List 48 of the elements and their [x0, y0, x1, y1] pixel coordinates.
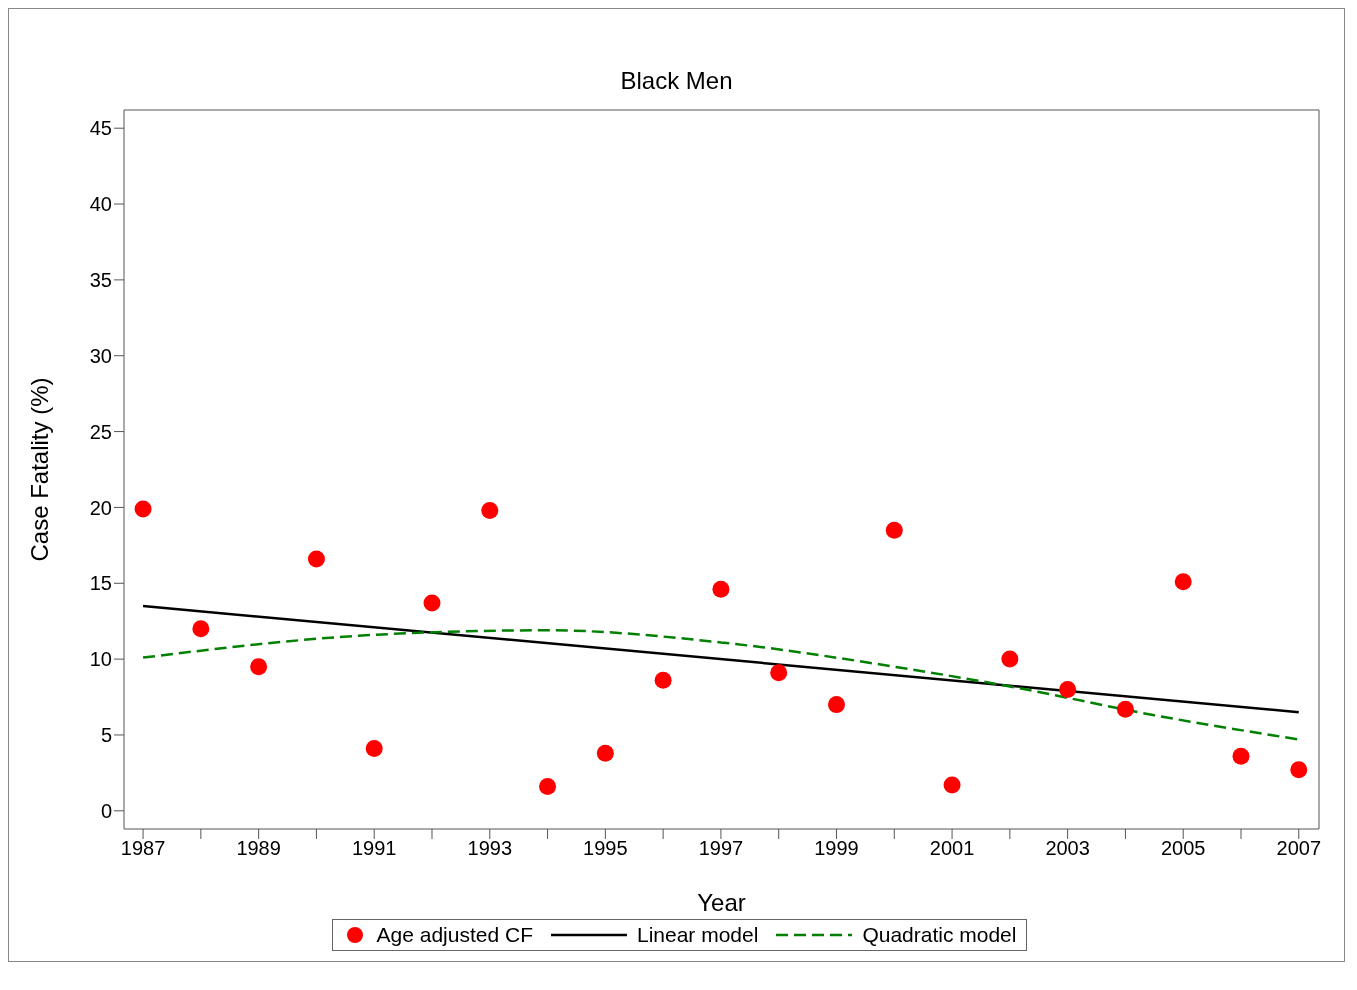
- point: [1232, 747, 1250, 765]
- x-tick-label: 2001: [929, 837, 975, 860]
- point: [596, 744, 614, 762]
- point: [250, 658, 268, 676]
- point: [1174, 573, 1192, 591]
- y-tick-label: 35: [89, 268, 112, 291]
- point: [1059, 680, 1077, 698]
- x-tick-label: 1995: [583, 837, 628, 860]
- point: [1116, 700, 1134, 718]
- point: [712, 580, 730, 598]
- y-tick-label: 0: [100, 799, 112, 822]
- point: [943, 776, 961, 794]
- point: [1001, 650, 1019, 668]
- point: [654, 671, 672, 689]
- x-tick-label: 1989: [236, 837, 281, 860]
- x-tick-label: 2007: [1276, 837, 1322, 860]
- legend-label: Age adjusted CF: [375, 923, 533, 947]
- point: [307, 550, 325, 568]
- y-tick-label: 45: [89, 117, 112, 140]
- y-axis-title: Case Fatality (%): [25, 377, 53, 562]
- y-tick-label: 10: [89, 648, 112, 671]
- x-tick-label: 1991: [351, 837, 397, 860]
- legend-label: Linear model: [635, 923, 759, 947]
- y-tick-label: 5: [100, 724, 112, 747]
- point: [539, 778, 557, 796]
- y-tick-label: 25: [89, 420, 112, 443]
- point: [365, 740, 383, 758]
- point: [885, 521, 903, 539]
- x-tick-label: 2003: [1045, 837, 1090, 860]
- y-tick-label: 20: [89, 496, 112, 519]
- point: [481, 501, 499, 519]
- x-tick-label: 1987: [120, 837, 166, 860]
- y-tick-label: 40: [89, 193, 112, 216]
- point: [134, 500, 152, 518]
- point: [770, 664, 788, 682]
- point: [192, 620, 210, 638]
- y-tick-label: 30: [89, 344, 112, 367]
- point: [1290, 761, 1308, 779]
- legend-label: Quadratic model: [861, 923, 1017, 947]
- x-axis-title: Year: [697, 889, 746, 916]
- point: [827, 696, 845, 714]
- x-tick-label: 1999: [814, 837, 859, 860]
- chart-title: Black Men: [619, 66, 734, 96]
- y-tick-label: 15: [89, 572, 112, 595]
- x-tick-label: 1993: [467, 837, 513, 860]
- x-tick-label: 1997: [698, 837, 744, 860]
- point: [423, 594, 441, 612]
- x-tick-label: 2005: [1160, 837, 1206, 860]
